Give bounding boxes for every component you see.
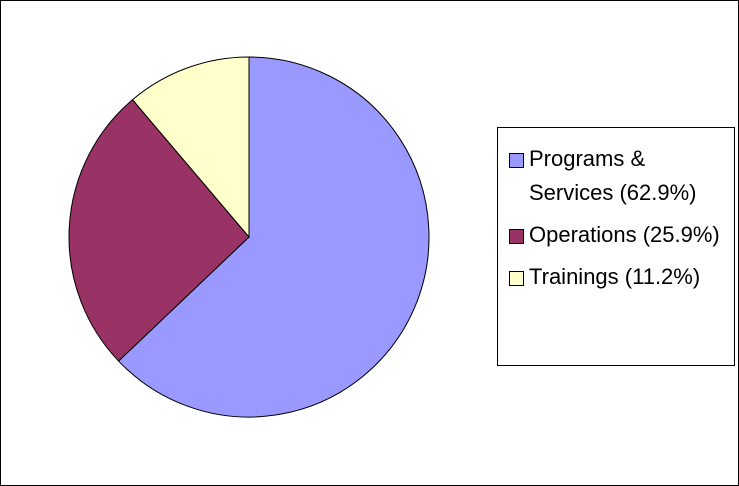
legend-label: Trainings (11.2%) bbox=[529, 264, 701, 289]
legend-item: Operations (25.9%) bbox=[509, 218, 734, 252]
legend-label: Programs & Services (62.9%) bbox=[529, 146, 697, 205]
legend: Programs & Services (62.9%) Operations (2… bbox=[497, 127, 735, 366]
legend-swatch bbox=[509, 153, 524, 168]
legend-swatch bbox=[509, 229, 524, 244]
pie-slice bbox=[68, 99, 250, 362]
legend-swatch bbox=[509, 271, 524, 286]
pie-slice bbox=[131, 56, 250, 239]
legend-item: Programs & Services (62.9%) bbox=[509, 142, 734, 210]
pie-slice bbox=[117, 56, 430, 418]
legend-label: Operations (25.9%) bbox=[529, 222, 720, 247]
legend-item: Trainings (11.2%) bbox=[509, 260, 734, 294]
